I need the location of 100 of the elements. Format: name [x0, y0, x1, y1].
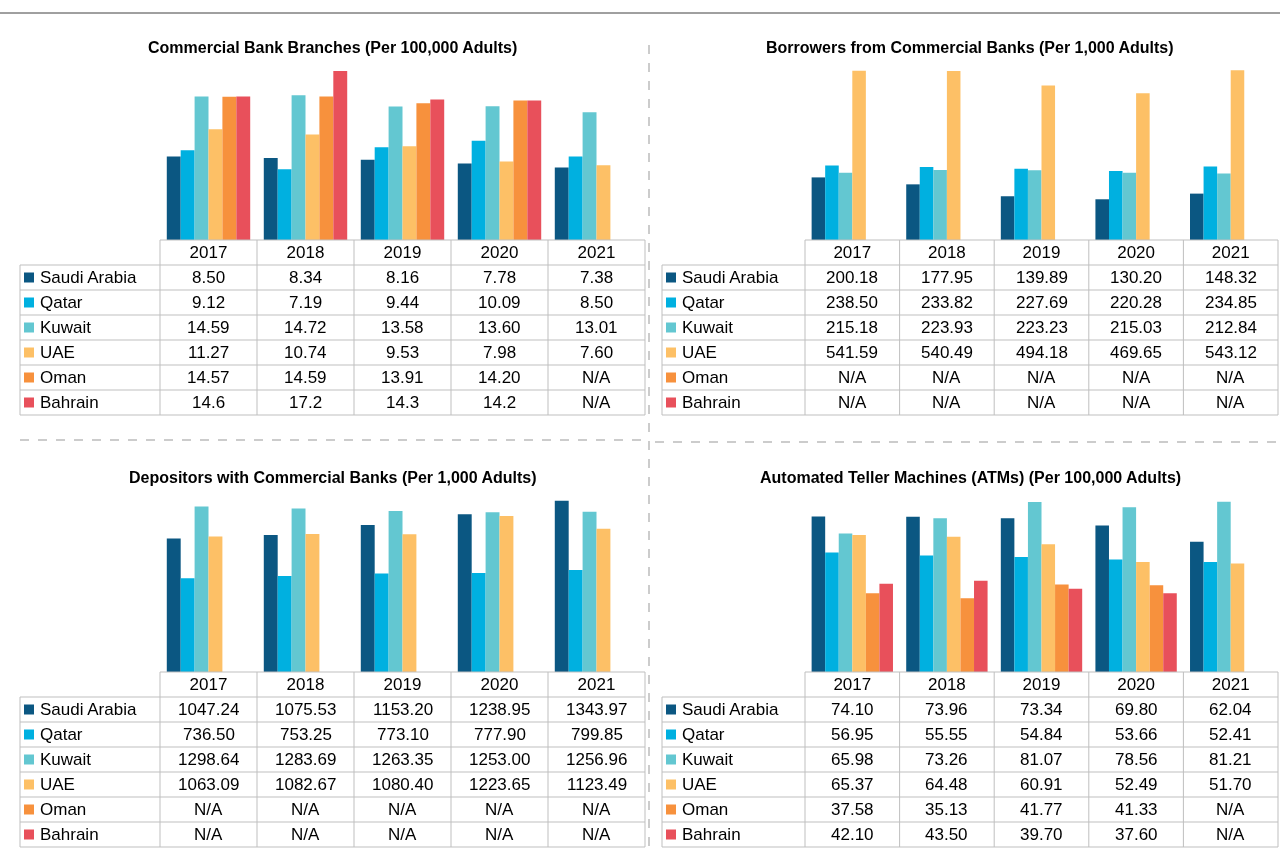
data-label: 1263.35: [372, 750, 434, 769]
bar: [319, 96, 334, 240]
bar: [906, 516, 920, 672]
data-label: 223.23: [1016, 318, 1068, 337]
bar: [946, 70, 961, 240]
bar: [416, 103, 431, 240]
bar: [919, 555, 934, 672]
bar: [1000, 196, 1015, 240]
bar: [1203, 166, 1218, 240]
chart-title: Depositors with Commercial Banks (Per 1,000 Adults): [129, 469, 537, 486]
data-label: 1283.69: [275, 750, 337, 769]
data-label: 494.18: [1016, 343, 1068, 362]
legend-label: Oman: [40, 800, 87, 819]
data-label: 1075.53: [275, 700, 337, 719]
text: N/A: [485, 825, 514, 844]
bar: [1190, 193, 1204, 240]
data-label: 8.50: [580, 293, 614, 312]
bar: [291, 95, 306, 240]
bar: [568, 570, 583, 672]
data-label: 52.49: [1115, 775, 1158, 794]
data-label: 238.50: [826, 293, 878, 312]
data-label: 42.10: [831, 825, 874, 844]
bar: [388, 106, 403, 240]
bar: [1217, 501, 1231, 672]
legend-label: Qatar: [40, 293, 83, 312]
bar: [457, 514, 472, 672]
text: N/A: [582, 368, 611, 387]
x-tick-label: 2018: [286, 675, 325, 694]
bar: [852, 534, 866, 672]
data-label: 65.37: [831, 775, 874, 794]
bar: [1136, 93, 1150, 240]
text: N/A: [1216, 825, 1245, 844]
data-label: 1063.09: [178, 775, 240, 794]
data-label: 1153.20: [373, 700, 434, 719]
legend-label: Saudi Arabia: [682, 268, 779, 287]
bar: [596, 528, 611, 672]
legend-label: Kuwait: [682, 318, 734, 337]
bar: [974, 580, 988, 672]
text: N/A: [388, 825, 417, 844]
bar: [1230, 563, 1245, 672]
data-label: 1047.24: [178, 700, 240, 719]
text: N/A: [838, 368, 867, 387]
text: N/A: [582, 800, 611, 819]
data-label: 14.72: [284, 318, 327, 337]
x-tick-label: 2020: [1117, 675, 1156, 694]
data-label: 52.41: [1209, 725, 1252, 744]
data-label: 799.85: [571, 725, 623, 744]
data-label: 14.59: [187, 318, 230, 337]
data-label: 13.58: [381, 318, 424, 337]
text: N/A: [582, 825, 611, 844]
data-label: 54.84: [1020, 725, 1063, 744]
x-tick-label: 2019: [383, 675, 422, 694]
data-label: 7.60: [580, 343, 614, 362]
legend-label: Saudi Arabia: [40, 268, 137, 287]
bar: [1014, 168, 1028, 240]
data-label: 234.85: [1205, 293, 1257, 312]
bar: [513, 100, 528, 240]
bar: [277, 169, 292, 240]
bar: [499, 516, 514, 672]
bar: [946, 536, 961, 672]
data-label: 1343.97: [566, 700, 628, 719]
legend-label: Bahrain: [40, 393, 99, 412]
text: N/A: [1216, 368, 1245, 387]
chart-title: Automated Teller Machines (ATMs) (Per 100,000 Adults): [760, 469, 1182, 486]
data-label: 9.44: [386, 293, 420, 312]
text: N/A: [388, 800, 417, 819]
bar: [402, 534, 417, 672]
data-label: 1298.64: [178, 750, 240, 769]
legend-label: Bahrain: [40, 825, 99, 844]
x-tick-label: 2017: [833, 675, 872, 694]
text: N/A: [1122, 368, 1151, 387]
bar: [933, 518, 947, 672]
bar: [825, 165, 839, 240]
data-label: 1253.00: [469, 750, 531, 769]
x-tick-label: 2021: [1211, 243, 1250, 262]
bar: [166, 538, 181, 672]
data-label: 177.95: [921, 268, 973, 287]
text: N/A: [838, 393, 867, 412]
x-tick-label: 2021: [577, 675, 616, 694]
data-label: 60.91: [1020, 775, 1063, 794]
bar: [1122, 507, 1137, 672]
text: N/A: [1027, 368, 1056, 387]
data-label: 55.55: [925, 725, 968, 744]
data-label: 777.90: [474, 725, 526, 744]
data-label: 73.96: [925, 700, 968, 719]
data-label: 1080.40: [372, 775, 434, 794]
data-label: 13.91: [381, 368, 424, 387]
bar: [527, 100, 542, 240]
text: N/A: [291, 800, 320, 819]
data-label: 7.19: [289, 293, 323, 312]
text: N/A: [932, 393, 961, 412]
bar: [933, 169, 947, 240]
legend-label: Qatar: [682, 725, 725, 744]
data-label: 7.38: [580, 268, 614, 287]
x-tick-label: 2020: [480, 675, 519, 694]
x-tick-label: 2018: [927, 243, 966, 262]
data-label: 7.78: [483, 268, 517, 287]
bar: [263, 158, 278, 240]
x-tick-label: 2021: [1211, 675, 1250, 694]
data-label: 10.74: [284, 343, 327, 362]
